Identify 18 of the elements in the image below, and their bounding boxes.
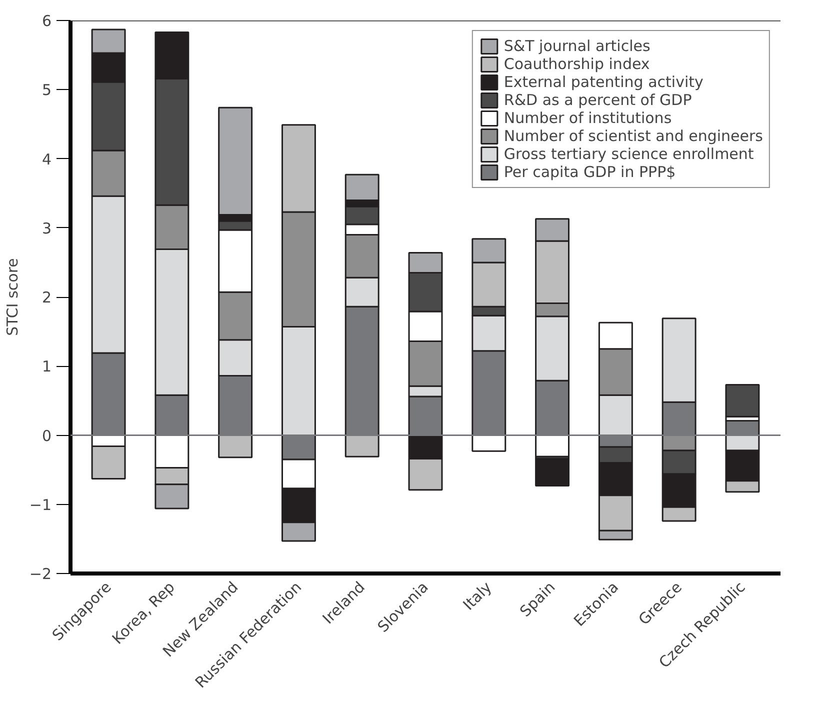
y-tick-label: 0 xyxy=(42,426,52,445)
y-axis-title: STCI score xyxy=(3,258,22,336)
legend-label: Gross tertiary science enrollment xyxy=(504,145,754,163)
legend-label: Coauthorship index xyxy=(504,55,650,73)
legend-label: Number of scientist and engineers xyxy=(504,127,763,145)
y-tick-label: 2 xyxy=(42,288,52,306)
y-tick-label: 6 xyxy=(42,12,52,30)
legend-label: Number of institutions xyxy=(504,109,672,127)
y-tick-label: 5 xyxy=(42,81,52,100)
y-tick-label: 4 xyxy=(42,150,52,168)
legend-label: S&T journal articles xyxy=(504,37,650,55)
y-tick-label: −2 xyxy=(29,565,52,583)
legend-label: R&D as a percent of GDP xyxy=(504,91,692,109)
legend-label: External patenting activity xyxy=(504,73,704,91)
y-tick-label: 1 xyxy=(42,358,52,376)
legend-label: Per capita GDP in PPP$ xyxy=(504,163,676,181)
y-tick-label: 3 xyxy=(42,219,52,238)
y-tick-label: −1 xyxy=(29,496,52,514)
